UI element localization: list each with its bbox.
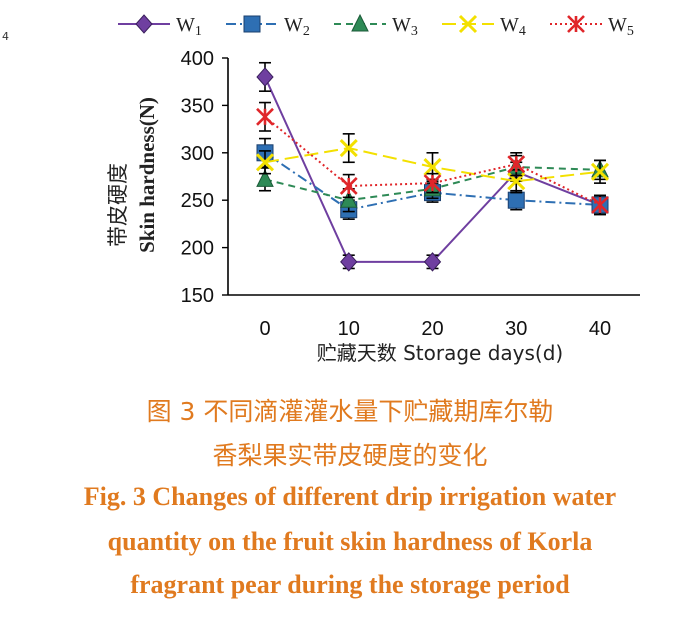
y-axis-label-english: Skin hardness(N) [135, 97, 159, 253]
x-axis-label: 贮藏天数 Storage days(d) [317, 341, 563, 365]
data-point-marker [256, 107, 274, 126]
x-tick-label: 0 [259, 318, 270, 340]
data-point-marker [590, 162, 610, 181]
x-tick-label: 40 [589, 318, 611, 340]
legend-item-w1: W1 [118, 14, 202, 39]
legend-label: W4 [500, 14, 526, 39]
data-point-marker [567, 15, 585, 33]
caption-english-line-1: Fig. 3 Changes of different drip irrigat… [83, 482, 617, 511]
chart-axes: 150 200 250 300 350 400 0 10 20 30 40 [181, 48, 640, 340]
y-tick-label: 200 [181, 238, 214, 260]
data-point-marker [351, 13, 369, 32]
legend-item-w3: W3 [334, 13, 418, 39]
data-point-marker [255, 153, 275, 172]
corner-mark: 4 [2, 30, 9, 43]
data-point-marker [243, 15, 261, 33]
data-point-marker [339, 138, 358, 158]
data-point-marker [256, 67, 274, 87]
data-point-marker [135, 14, 153, 34]
y-tick-label: 250 [181, 190, 214, 212]
data-point-marker [507, 155, 526, 174]
data-point-marker [423, 252, 442, 272]
data-point-marker [256, 169, 274, 187]
data-point-marker [458, 14, 478, 34]
y-tick-label: 400 [181, 48, 214, 70]
data-point-marker [339, 190, 358, 208]
legend-label: W2 [284, 14, 310, 39]
caption-chinese-line-2: 香梨果实带皮硬度的变化 [212, 441, 488, 470]
data-point-marker [591, 196, 609, 214]
legend-item-w2: W2 [226, 14, 310, 39]
y-axis-label-chinese: 带皮硬度 [106, 163, 130, 247]
chart-figure: W1 W2 W3 W4 W5 150 200 250 300 350 400 0 10 20 30 40 带… [106, 13, 640, 365]
caption-english-line-2: quantity on the fruit skin hardness of K… [107, 527, 593, 556]
data-point-marker [507, 191, 525, 209]
series-w5 [256, 101, 609, 216]
legend-label: W3 [392, 14, 418, 39]
caption-english-line-3: fragrant pear during the storage period [130, 570, 570, 599]
data-point-marker [423, 157, 442, 177]
y-tick-label: 350 [181, 95, 214, 117]
chart-plot-area [255, 61, 610, 272]
chart-legend: W1 W2 W3 W4 W5 [118, 13, 634, 39]
series-w4 [255, 133, 610, 194]
legend-label: W5 [608, 14, 634, 39]
y-tick-label: 300 [181, 143, 214, 165]
data-point-marker [339, 177, 358, 195]
legend-item-w4: W4 [442, 14, 526, 39]
x-tick-label: 20 [421, 318, 443, 340]
x-tick-label: 10 [338, 318, 360, 340]
data-point-marker [340, 252, 358, 272]
legend-label: W1 [176, 14, 202, 39]
caption-chinese-line-1: 图 3 不同滴灌灌水量下贮藏期库尔勒 [146, 397, 554, 426]
y-tick-label: 150 [181, 285, 214, 307]
data-point-marker [423, 174, 442, 193]
legend-item-w5: W5 [550, 14, 634, 39]
x-tick-label: 30 [505, 318, 527, 340]
